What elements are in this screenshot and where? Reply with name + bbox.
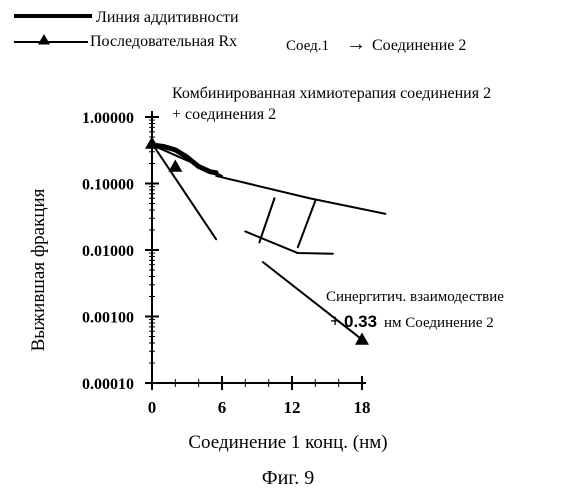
data-line-5 — [296, 199, 317, 249]
additivity-line — [149, 142, 219, 176]
y-tick-label: 0.10000 — [82, 177, 134, 194]
figure-caption: Фиг. 9 — [262, 467, 314, 489]
annotation-combined-line1: Комбинированная химиотерапия соединения … — [172, 85, 491, 102]
legend-sequence-to: Соединение 2 — [372, 37, 466, 54]
y-tick-label: 1.00000 — [82, 110, 134, 127]
annotation-synergy-suffix: нм Соединение 2 — [384, 315, 494, 331]
data-line-3 — [151, 142, 218, 241]
sequential-marker — [168, 159, 183, 172]
y-tick-label: 0.01000 — [82, 243, 134, 260]
annotation-combined-line2: + соединения 2 — [172, 106, 276, 123]
sequential-marker — [355, 332, 369, 345]
legend-sequential-label: Последовательная Rx — [90, 33, 237, 50]
data-line-2 — [215, 174, 387, 215]
x-tick-label: 12 — [284, 398, 301, 417]
annotation-synergy-line1: Синергитич. взаимодествие — [326, 289, 504, 305]
legend-additivity-label: Линия аддитивности — [96, 9, 239, 26]
annotation-synergy-value: 0.33 — [344, 312, 377, 331]
data-line-7 — [261, 261, 363, 341]
data-line-4 — [258, 197, 276, 244]
data-line-6 — [244, 230, 334, 255]
legend-sequence-from: Соед.1 — [286, 38, 329, 54]
y-tick-label: 0.00010 — [82, 376, 134, 393]
legend-sequence-arrow: → — [346, 33, 366, 55]
y-axis-label: Выжившая фракция — [28, 188, 49, 351]
sequential-marker — [145, 136, 159, 149]
x-tick-label: 0 — [148, 398, 157, 417]
x-axis-label: Соединение 1 конц. (нм) — [188, 432, 387, 453]
y-tick-label: 0.00100 — [82, 310, 134, 327]
x-tick-label: 6 — [218, 398, 227, 417]
legend-sequential-marker — [38, 34, 50, 45]
x-tick-label: 18 — [354, 398, 371, 417]
annotation-synergy-plus: + — [330, 311, 340, 331]
